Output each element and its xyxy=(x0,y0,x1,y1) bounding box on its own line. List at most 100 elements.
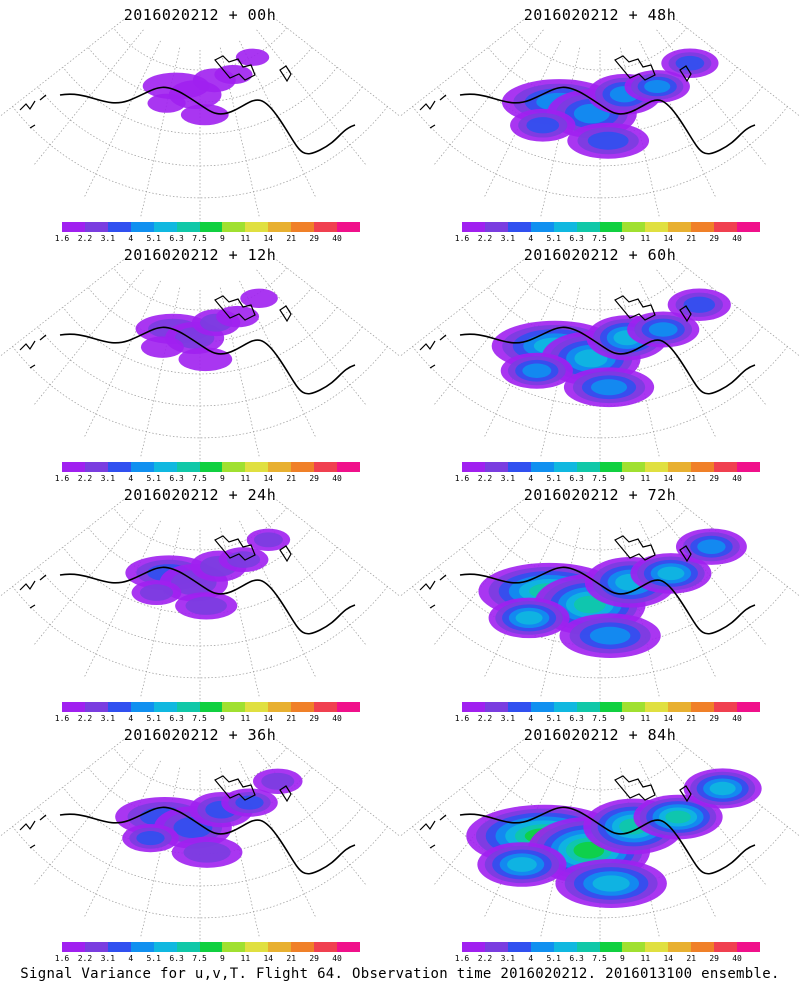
graticule-meridian xyxy=(0,15,130,117)
colorbar-tick-label: 21 xyxy=(686,954,697,963)
colorbar-tick-label: 1.6 xyxy=(54,234,70,243)
colorbar-swatch xyxy=(176,702,200,712)
colorbar-tick-label: 6.3 xyxy=(169,954,184,963)
colorbar-swatch xyxy=(484,222,508,232)
colorbar-tick-label: 5.1 xyxy=(146,714,161,723)
variance-contour xyxy=(592,875,630,892)
colorbar-swatch xyxy=(130,222,154,232)
colorbar-swatch xyxy=(62,702,85,712)
forecast-map xyxy=(400,255,800,465)
colorbar-tick-label: 29 xyxy=(709,714,719,723)
colorbar-swatch xyxy=(576,222,600,232)
colorbar-tick-label: 14 xyxy=(663,954,674,963)
colorbar-swatch xyxy=(507,462,531,472)
colorbar-swatch xyxy=(714,462,738,472)
graticule-meridian xyxy=(270,15,400,117)
colorbar-swatch xyxy=(530,222,554,232)
graticule-meridian xyxy=(400,735,530,837)
graticule-meridian xyxy=(0,255,130,357)
colorbar-swatch xyxy=(176,222,200,232)
colorbar-swatch xyxy=(84,942,108,952)
map-panel-36h: 2016020212 + 36h 1.6 2.2 3.1 4 5.1 6.3 7.5 9 11 1… xyxy=(0,720,400,963)
colorbar-tick-label: 4 xyxy=(528,954,534,963)
colorbar-tick-label: 2.2 xyxy=(477,234,493,243)
variance-field xyxy=(466,768,762,909)
colorbar-tick-label: 11 xyxy=(640,714,651,723)
colorbar-tick-label: 7.5 xyxy=(192,234,207,243)
arctic-islands xyxy=(614,775,692,803)
variance-contour xyxy=(136,831,165,846)
colorbar-swatch xyxy=(484,702,508,712)
graticule-meridian xyxy=(656,509,768,647)
graticule-meridian xyxy=(400,15,530,117)
graticule-meridian xyxy=(83,280,161,439)
variance-contour xyxy=(697,539,726,554)
colorbar xyxy=(62,702,360,712)
colorbar-tick-label: 14 xyxy=(663,714,674,723)
forecast-map xyxy=(0,15,400,225)
arctic-islands xyxy=(614,55,692,83)
variance-contour xyxy=(526,117,560,134)
arctic-islands xyxy=(614,535,692,563)
colorbar-swatch xyxy=(245,702,269,712)
colorbar-tick-label: 9 xyxy=(620,474,625,483)
graticule-meridian xyxy=(540,527,581,699)
colorbar-tick-label: 5.1 xyxy=(546,954,561,963)
colorbar-swatch xyxy=(199,702,223,712)
colorbar-tick-label: 6.3 xyxy=(569,954,584,963)
map-panel-72h: 2016020212 + 72h 1.6 2.2 3.1 4 5.1 6.3 7.5 9 11 1… xyxy=(400,480,800,723)
colorbar-labels: 1.6 2.2 3.1 4 5.1 6.3 7.5 9 11 14 21 29 40 xyxy=(400,714,800,724)
colorbar-labels: 1.6 2.2 3.1 4 5.1 6.3 7.5 9 11 14 21 29 40 xyxy=(400,234,800,244)
coastline xyxy=(59,86,356,155)
colorbar-tick-label: 6.3 xyxy=(569,714,584,723)
graticule-latitude xyxy=(412,346,788,439)
forecast-map xyxy=(0,495,400,705)
colorbar-tick-label: 3.1 xyxy=(500,474,516,483)
variance-contour xyxy=(178,347,233,372)
coastline-west xyxy=(19,94,47,129)
colorbar-tick-label: 1.6 xyxy=(454,234,470,243)
colorbar-swatch xyxy=(314,222,338,232)
colorbar-swatch xyxy=(737,462,760,472)
variance-contour xyxy=(665,810,691,824)
variance-field xyxy=(501,48,719,159)
graticule-meridian xyxy=(400,495,530,597)
colorbar-tick-label: 9 xyxy=(220,474,225,483)
colorbar-swatch xyxy=(599,222,623,232)
coastline xyxy=(59,806,356,875)
colorbar xyxy=(462,942,760,952)
colorbar-tick-label: 3.1 xyxy=(500,954,516,963)
graticule-meridian xyxy=(656,269,768,407)
colorbar-tick-label: 7.5 xyxy=(592,234,607,243)
colorbar-swatch xyxy=(291,702,315,712)
footer-caption: Signal Variance for u,v,T. Flight 64. Ob… xyxy=(20,966,780,982)
colorbar-swatch xyxy=(84,462,108,472)
colorbar-tick-label: 4 xyxy=(128,474,134,483)
colorbar-tick-label: 11 xyxy=(240,234,251,243)
colorbar-swatch xyxy=(507,702,531,712)
colorbar-swatch xyxy=(176,462,200,472)
graticule-latitude xyxy=(12,346,388,439)
colorbar-swatch xyxy=(668,462,692,472)
colorbar-tick-label: 3.1 xyxy=(100,234,116,243)
forecast-map xyxy=(400,15,800,225)
colorbar-labels: 1.6 2.2 3.1 4 5.1 6.3 7.5 9 11 14 21 29 40 xyxy=(400,474,800,484)
colorbar-swatch xyxy=(622,222,646,232)
colorbar-tick-label: 5.1 xyxy=(546,234,561,243)
colorbar-swatch xyxy=(645,942,669,952)
colorbar-tick-label: 7.5 xyxy=(592,714,607,723)
graticule-latitude xyxy=(12,106,388,199)
colorbar-tick-label: 14 xyxy=(263,474,274,483)
graticule-meridian xyxy=(432,269,544,407)
graticule-meridian xyxy=(540,767,581,939)
colorbar-tick-label: 1.6 xyxy=(54,474,70,483)
graticule-meridian xyxy=(32,29,144,167)
colorbar-swatch xyxy=(691,462,715,472)
colorbar-swatch xyxy=(599,942,623,952)
colorbar-swatch xyxy=(737,222,760,232)
colorbar-swatch xyxy=(199,222,223,232)
colorbar xyxy=(62,222,360,232)
colorbar-tick-label: 11 xyxy=(640,954,651,963)
colorbar-swatch xyxy=(153,222,177,232)
colorbar-swatch xyxy=(62,942,85,952)
